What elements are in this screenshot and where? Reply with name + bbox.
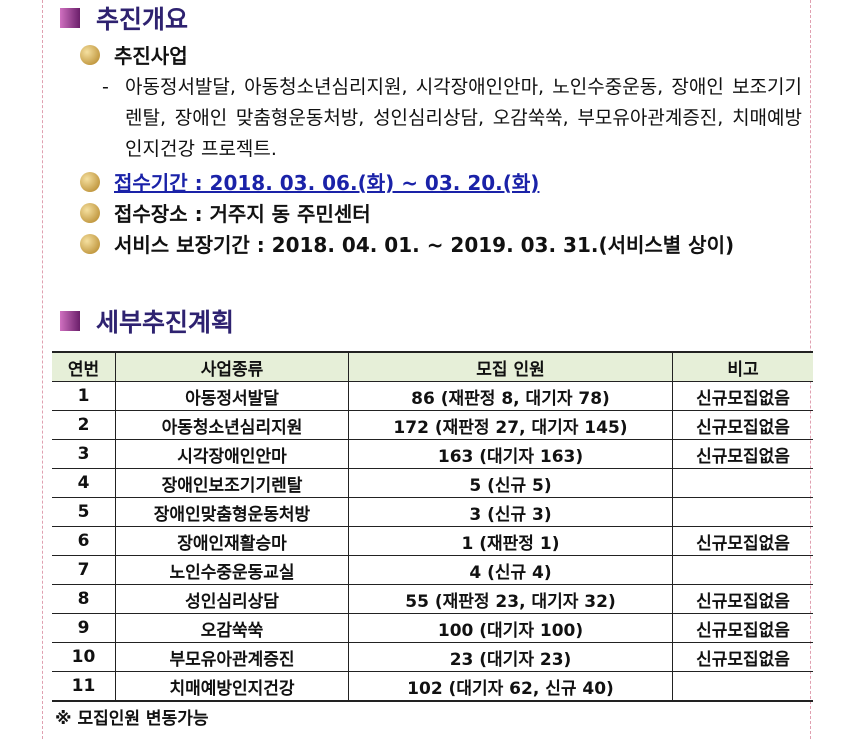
table-row: 2 아동청소년심리지원 172 (재판정 27, 대기자 145) 신규모집없음 [52,410,813,440]
table-cell: 성인심리상담 [115,584,349,614]
table-cell: 치매예방인지건강 [115,671,349,702]
bullet: 접수장소 : 거주지 동 주민센터 [80,198,371,227]
table-row: 11 치매예방인지건강 102 (대기자 62, 신규 40) [52,671,813,702]
margin-line [42,0,43,739]
table-cell: 55 (재판정 23, 대기자 32) [348,584,673,614]
table-cell [672,468,813,498]
table-cell: 5 [52,497,116,527]
table-cell: 10 [52,642,116,672]
table-cell: 신규모집없음 [672,439,813,469]
table-cell [672,671,813,702]
table-row: 4 장애인보조기기렌탈 5 (신규 5) [52,468,813,498]
business-detail: 아동정서발달, 아동청소년심리지원, 시각장애인안마, 노인수중운동, 장애인 … [125,76,802,160]
table-cell: 7 [52,555,116,585]
table-cell [672,555,813,585]
table-cell: 오감쑥쑥 [115,613,349,643]
header-cell: 모집 인원 [348,351,673,382]
table-cell: 23 (대기자 23) [348,642,673,672]
table-cell: 102 (대기자 62, 신규 40) [348,671,673,702]
header-row: 연번 사업종류 모집 인원 비고 [52,351,813,382]
note: ※ 모집인원 변동가능 [55,709,209,729]
table-cell: 신규모집없음 [672,613,813,643]
table-cell: 장애인재활승마 [115,526,349,556]
table-cell: 11 [52,671,116,702]
table-cell: 2 [52,410,116,440]
table-cell: 노인수중운동교실 [115,555,349,585]
table-cell: 부모유아관계증진 [115,642,349,672]
table-cell: 신규모집없음 [672,642,813,672]
table-cell: 4 [52,468,116,498]
header-cell: 사업종류 [115,351,349,382]
table-row: 3 시각장애인안마 163 (대기자 163) 신규모집없음 [52,439,813,469]
table-cell: 아동청소년심리지원 [115,410,349,440]
table-cell: 1 (재판정 1) [348,526,673,556]
bullet: 서비스 보장기간 : 2018. 04. 01. ~ 2019. 03. 31.… [80,229,734,258]
table-cell: 시각장애인안마 [115,439,349,469]
bullet: 추진사업 [80,40,188,69]
table-cell: 5 (신규 5) [348,468,673,498]
table-cell: 3 [52,439,116,469]
table-cell: 신규모집없음 [672,526,813,556]
table-row: 7 노인수중운동교실 4 (신규 4) [52,555,813,585]
table-cell: 86 (재판정 8, 대기자 78) [348,381,673,411]
table-cell: 3 (신규 3) [348,497,673,527]
table-row: 6 장애인재활승마 1 (재판정 1) 신규모집없음 [52,526,813,556]
table-row: 1 아동정서발달 86 (재판정 8, 대기자 78) 신규모집없음 [52,381,813,411]
section-title: 세부추진계획 [60,303,234,339]
period-link[interactable]: 접수기간 : 2018. 03. 06.(화) ~ 03. 20.(화) [114,171,540,195]
section-title-text: 추진개요 [96,5,189,34]
bullet: 접수기간 : 2018. 03. 06.(화) ~ 03. 20.(화) [80,167,539,196]
header-cell: 연번 [52,351,116,382]
table-cell: 장애인맞춤형운동처방 [115,497,349,527]
table-cell: 신규모집없음 [672,410,813,440]
table-row: 10 부모유아관계증진 23 (대기자 23) 신규모집없음 [52,642,813,672]
table-cell [672,497,813,527]
section-title-text: 세부추진계획 [96,308,235,337]
table-cell: 9 [52,613,116,643]
table-cell: 163 (대기자 163) [348,439,673,469]
table-row: 9 오감쑥쑥 100 (대기자 100) 신규모집없음 [52,613,813,643]
table-cell: 4 (신규 4) [348,555,673,585]
dash-marker: - [102,76,109,98]
bullet-text: 서비스 보장기간 : 2018. 04. 01. ~ 2019. 03. 31.… [114,233,735,257]
table-cell: 장애인보조기기렌탈 [115,468,349,498]
table-body: 1 아동정서발달 86 (재판정 8, 대기자 78) 신규모집없음 2 아동청소년심리지… [52,381,813,702]
table-row: 8 성인심리상담 55 (재판정 23, 대기자 32) 신규모집없음 [52,584,813,614]
table-cell: 신규모집없음 [672,381,813,411]
table-row: 5 장애인맞춤형운동처방 3 (신규 3) [52,497,813,527]
table-cell: 아동정서발달 [115,381,349,411]
bullet-text: 추진사업 [114,44,188,68]
table-cell: 6 [52,526,116,556]
header-cell: 비고 [672,351,813,382]
table-cell: 신규모집없음 [672,584,813,614]
table-cell: 100 (대기자 100) [348,613,673,643]
plan-table: 연번 사업종류 모집 인원 비고 1 아동정서발달 86 (재판정 8, 대기자 78) 신… [52,351,813,702]
bullet-text: 접수장소 : 거주지 동 주민센터 [114,202,371,226]
section-title: 추진개요 [60,0,188,36]
table-cell: 172 (재판정 27, 대기자 145) [348,410,673,440]
table-cell: 8 [52,584,116,614]
table-cell: 1 [52,381,116,411]
